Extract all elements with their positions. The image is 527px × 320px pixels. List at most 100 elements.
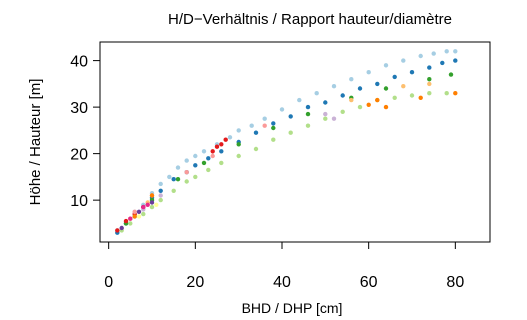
data-point — [158, 181, 163, 187]
data-point — [158, 188, 163, 193]
series-10 — [128, 202, 150, 221]
data-point — [383, 86, 389, 91]
data-point — [175, 165, 181, 170]
data-point — [141, 204, 146, 210]
series-2 — [119, 91, 449, 233]
data-point — [427, 65, 432, 70]
y-axis: 10 20 30 40 — [70, 54, 101, 210]
data-point — [132, 214, 137, 219]
data-point — [210, 153, 215, 159]
data-point — [349, 77, 354, 82]
series-11 — [136, 202, 159, 219]
plot-area — [99, 41, 491, 243]
data-point — [184, 170, 189, 175]
chart-title: H/D−Verhältnis / Rapport hauteur/diamètr… — [168, 11, 452, 28]
data-point — [119, 225, 124, 231]
data-point — [349, 97, 354, 103]
data-point — [401, 58, 406, 63]
data-point — [149, 193, 155, 198]
data-point — [201, 160, 207, 166]
data-point — [409, 93, 415, 98]
data-point — [201, 149, 207, 154]
data-point — [115, 228, 120, 233]
x-axis: 0 20 40 60 80 — [104, 241, 464, 291]
data-point — [323, 100, 328, 105]
data-point — [145, 202, 150, 207]
data-point — [375, 81, 380, 87]
data-point — [271, 125, 276, 131]
data-point — [331, 84, 337, 89]
data-points — [115, 49, 458, 235]
data-point — [427, 81, 432, 87]
x-tick-label: 40 — [273, 274, 291, 291]
data-point — [357, 104, 363, 110]
data-point — [401, 84, 406, 89]
series-7 — [128, 81, 432, 221]
data-point — [171, 188, 176, 193]
data-point — [210, 149, 215, 154]
data-point — [392, 74, 397, 80]
data-point — [305, 123, 311, 128]
y-axis-label: Höhe / Hauteur [m] — [27, 79, 44, 206]
x-tick-label: 20 — [186, 274, 204, 291]
y-tick-label: 20 — [70, 147, 88, 164]
data-point — [158, 193, 163, 198]
x-axis-label: BHD / DHP [cm] — [242, 300, 343, 316]
data-point — [175, 177, 181, 182]
data-point — [314, 91, 319, 96]
x-tick-label: 0 — [104, 274, 113, 291]
data-point — [444, 91, 449, 96]
data-point — [453, 58, 458, 63]
data-point — [253, 130, 259, 135]
data-point — [357, 86, 363, 91]
data-point — [427, 77, 432, 82]
data-point — [409, 70, 415, 75]
data-point — [323, 116, 328, 121]
data-point — [149, 200, 155, 205]
data-point — [340, 109, 345, 115]
data-point — [236, 142, 241, 147]
data-point — [214, 144, 220, 149]
data-point — [193, 153, 198, 159]
data-point — [136, 214, 142, 219]
data-point — [453, 91, 458, 96]
data-point — [418, 95, 423, 101]
data-point — [279, 107, 285, 112]
data-point — [305, 111, 311, 117]
data-point — [128, 221, 133, 226]
data-point — [219, 149, 224, 154]
data-point — [149, 204, 155, 210]
data-point — [184, 179, 189, 184]
data-point — [227, 135, 233, 140]
data-point — [366, 102, 371, 108]
data-point — [392, 95, 397, 101]
data-point — [440, 60, 445, 66]
data-point — [249, 123, 254, 128]
data-point — [236, 128, 241, 133]
data-point — [171, 177, 176, 182]
data-point — [253, 146, 259, 152]
data-point — [206, 156, 211, 161]
data-point — [331, 116, 337, 121]
data-point — [375, 97, 380, 103]
data-point — [158, 197, 163, 203]
x-tick-label: 60 — [360, 274, 378, 291]
x-tick-label: 80 — [446, 274, 464, 291]
y-tick-label: 10 — [70, 193, 88, 210]
data-point — [262, 123, 267, 128]
data-point — [141, 211, 146, 217]
data-point — [271, 137, 276, 142]
y-tick-label: 30 — [70, 100, 88, 117]
data-point — [262, 116, 267, 121]
data-point — [167, 174, 172, 180]
data-point — [453, 49, 458, 54]
data-point — [288, 130, 293, 135]
data-point — [184, 158, 189, 163]
data-point — [223, 137, 228, 142]
data-point — [128, 216, 133, 221]
data-point — [288, 114, 293, 119]
data-point — [340, 93, 345, 98]
data-point — [206, 167, 211, 173]
series-1 — [115, 58, 458, 235]
data-point — [366, 70, 371, 75]
